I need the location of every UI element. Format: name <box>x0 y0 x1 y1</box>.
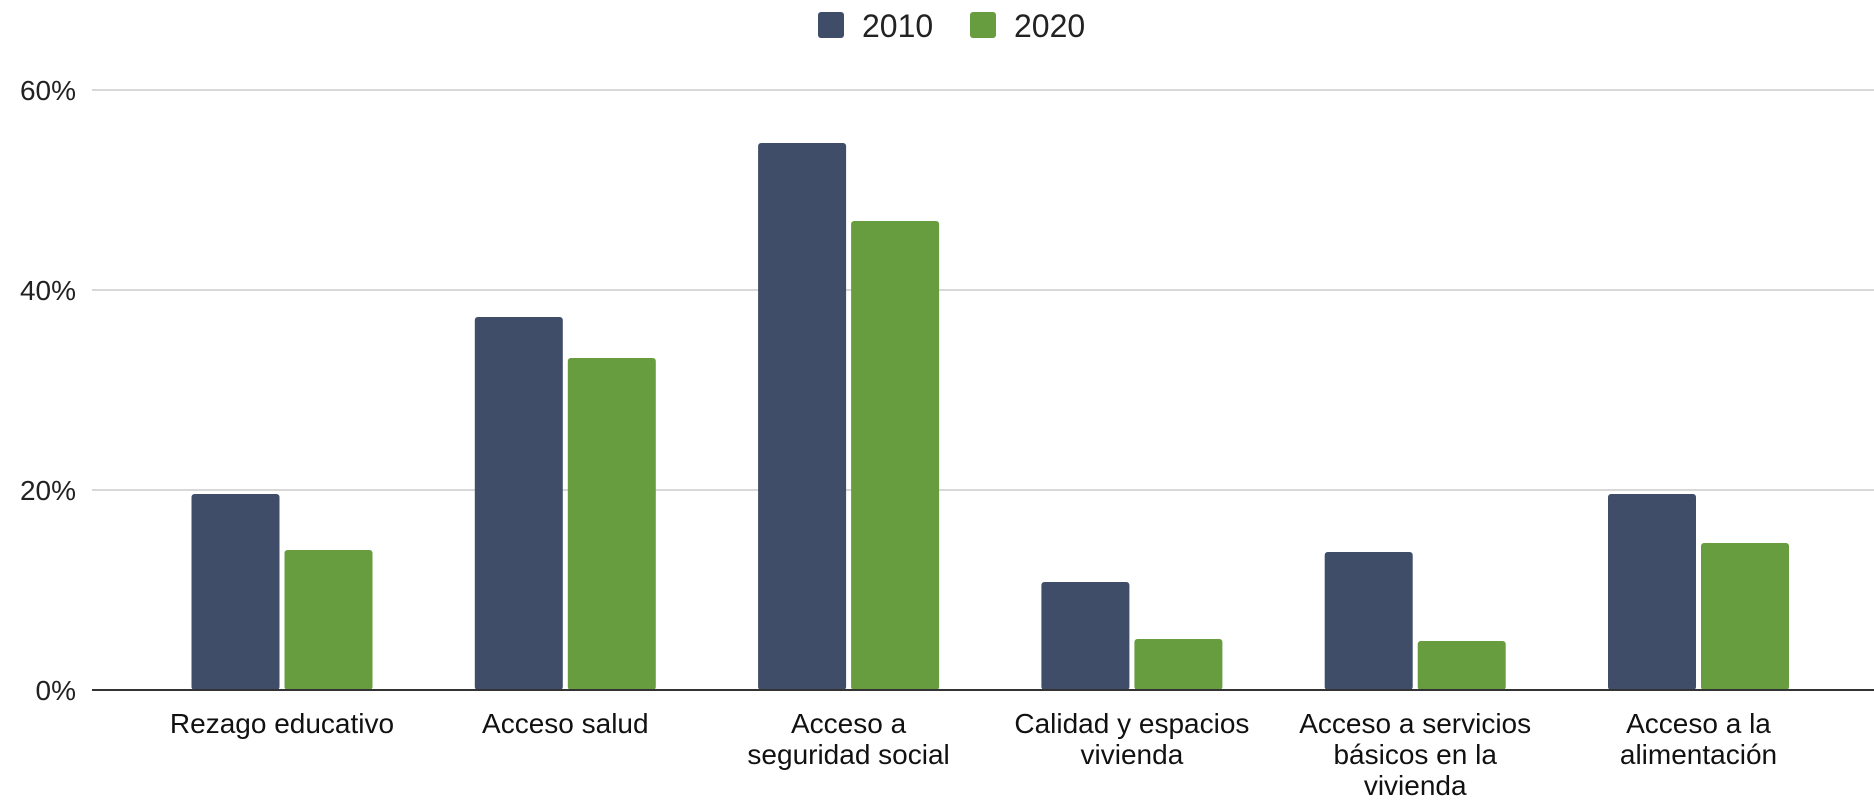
legend-label-2020: 2020 <box>1014 8 1085 44</box>
bar-2020-1 <box>567 358 656 690</box>
x-category-label: Acceso a la alimentación <box>1620 708 1777 770</box>
x-category-label: Calidad y espacios vivienda <box>1014 708 1249 770</box>
bar-2020-3 <box>1134 639 1223 690</box>
x-category-label: Rezago educativo <box>170 708 394 739</box>
bar-2010-0 <box>191 494 280 690</box>
legend-swatch-2020 <box>970 12 996 38</box>
x-category-label: Acceso salud <box>482 708 649 739</box>
y-tick-label: 20% <box>20 475 76 506</box>
bar-2010-2 <box>758 143 847 690</box>
legend-swatch-2010 <box>818 12 844 38</box>
bar-2010-3 <box>1041 582 1130 690</box>
y-tick-label: 40% <box>20 275 76 306</box>
legend-label-2010: 2010 <box>862 8 933 44</box>
bar-2010-1 <box>474 317 563 690</box>
axes: 0% 20% 40% 60% Rezago educativo Acceso salud A… <box>20 75 1874 801</box>
x-category-label: Acceso a servicios básicos en la vivienda <box>1299 708 1531 800</box>
gridlines <box>92 89 1874 491</box>
bar-2020-2 <box>851 221 940 690</box>
bar-2020-5 <box>1701 543 1789 690</box>
y-tick-label: 60% <box>20 75 76 106</box>
bar-2010-5 <box>1608 494 1696 690</box>
bar-2020-0 <box>284 550 373 690</box>
x-category-label: Acceso a seguridad social <box>747 708 949 770</box>
bar-2020-4 <box>1417 641 1506 690</box>
y-tick-label: 0% <box>36 675 76 706</box>
legend: 2010 2020 <box>818 8 1085 44</box>
bar-2010-4 <box>1324 552 1413 690</box>
bars <box>191 143 1789 690</box>
